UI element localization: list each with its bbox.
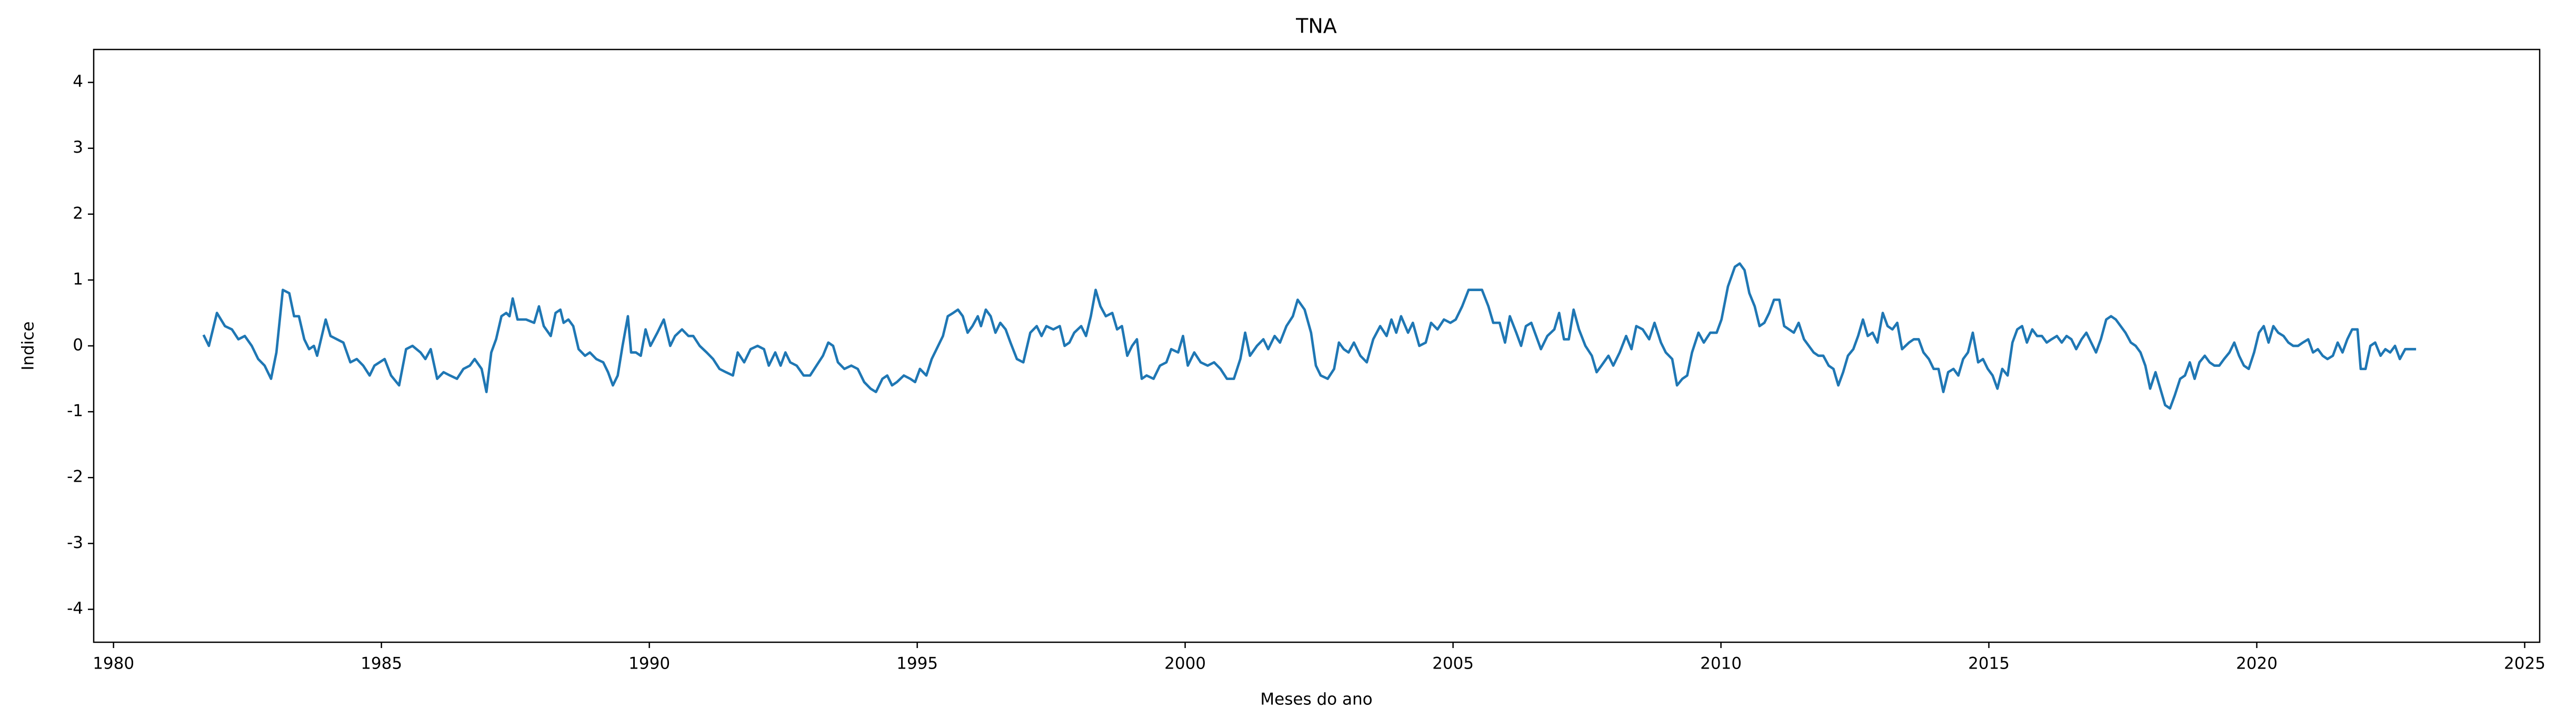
y-tick-label: -3: [67, 533, 83, 552]
x-tick-label: 1980: [93, 654, 134, 673]
y-tick-label: 2: [73, 204, 83, 223]
axes-frame: [93, 48, 2541, 643]
y-tick-label: -1: [67, 402, 83, 421]
x-tick-label: 2020: [2236, 654, 2278, 673]
x-tick-label: 2025: [2504, 654, 2545, 673]
y-tick-label: 1: [73, 270, 83, 288]
x-tick-label: 2005: [1432, 654, 1474, 673]
y-tick-label: -2: [67, 467, 83, 486]
x-tick-label: 1985: [361, 654, 402, 673]
y-axis-label: Indice: [19, 321, 38, 370]
x-tick-label: 2000: [1164, 654, 1206, 673]
chart-title: TNA: [1295, 15, 1337, 38]
x-tick-label: 1995: [896, 654, 938, 673]
y-tick-label: 3: [73, 138, 83, 157]
y-tick-label: 0: [73, 336, 83, 355]
y-tick-label: 4: [73, 72, 83, 91]
y-tick-label: -4: [67, 599, 83, 618]
x-tick-label: 2015: [1968, 654, 2010, 673]
data-line: [202, 262, 2417, 410]
x-tick-label: 1990: [628, 654, 670, 673]
x-axis-label: Meses do ano: [1260, 690, 1372, 709]
x-tick-label: 2010: [1700, 654, 1742, 673]
